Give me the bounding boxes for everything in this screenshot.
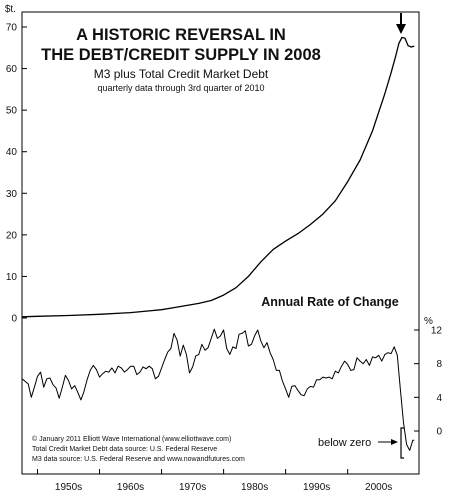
left-axis-tick-label: 70: [6, 23, 18, 34]
left-axis-tick-label: 60: [6, 64, 18, 75]
left-axis-tick-label: 40: [6, 147, 18, 158]
below-zero-bracket: [400, 427, 404, 459]
left-axis-tick-label: 0: [11, 314, 17, 325]
chart-note: quarterly data through 3rd quarter of 20…: [97, 83, 264, 93]
right-axis-tick-label: 0: [436, 427, 442, 438]
x-axis: 1950s 1960s 1970s 1980s 1990s 2000s: [37, 469, 392, 493]
left-axis-tick-label: 10: [6, 272, 18, 283]
credit-line-3: M3 data source: U.S. Federal Reserve and…: [32, 456, 245, 463]
left-axis: 0 10 20 30 40 50 60 70: [6, 23, 27, 325]
plot-frame: [21, 11, 420, 475]
below-zero-annotation: below zero: [318, 437, 371, 449]
x-axis-tick-label: 1970s: [179, 482, 206, 493]
debt-supply-line: [21, 36, 415, 318]
left-axis-tick-label: 50: [6, 106, 18, 117]
x-axis-tick-label: 1990s: [303, 482, 330, 493]
right-axis-tick-label: 12: [431, 326, 443, 337]
left-axis-tick-label: 20: [6, 230, 18, 241]
chart-subtitle: M3 plus Total Credit Market Debt: [94, 67, 269, 81]
credit-line-1: © January 2011 Elliott Wave Internationa…: [32, 435, 231, 443]
right-axis-tick-label: 8: [436, 359, 442, 370]
right-axis: 0 4 8 12: [414, 326, 442, 438]
sub-chart-title: Annual Rate of Change: [261, 295, 399, 309]
left-axis-tick-label: 30: [6, 189, 18, 200]
below-zero-arrow-head: [391, 439, 398, 445]
peak-arrow-head: [396, 24, 406, 34]
credit-line-2: Total Credit Market Debt data source: U.…: [32, 446, 217, 453]
chart-title-line-2: THE DEBT/CREDIT SUPPLY IN 2008: [41, 46, 321, 64]
left-axis-unit: $t.: [5, 4, 16, 15]
rate-of-change-line: [21, 328, 415, 451]
x-axis-tick-label: 1960s: [117, 482, 144, 493]
series-layer: [21, 36, 415, 451]
right-axis-unit: %: [424, 316, 433, 327]
x-axis-tick-label: 2000s: [365, 482, 392, 493]
x-axis-tick-label: 1950s: [55, 482, 82, 493]
right-axis-tick-label: 4: [436, 393, 442, 404]
x-axis-tick-label: 1980s: [241, 482, 268, 493]
chart-title: A HISTORIC REVERSAL IN: [76, 26, 286, 44]
